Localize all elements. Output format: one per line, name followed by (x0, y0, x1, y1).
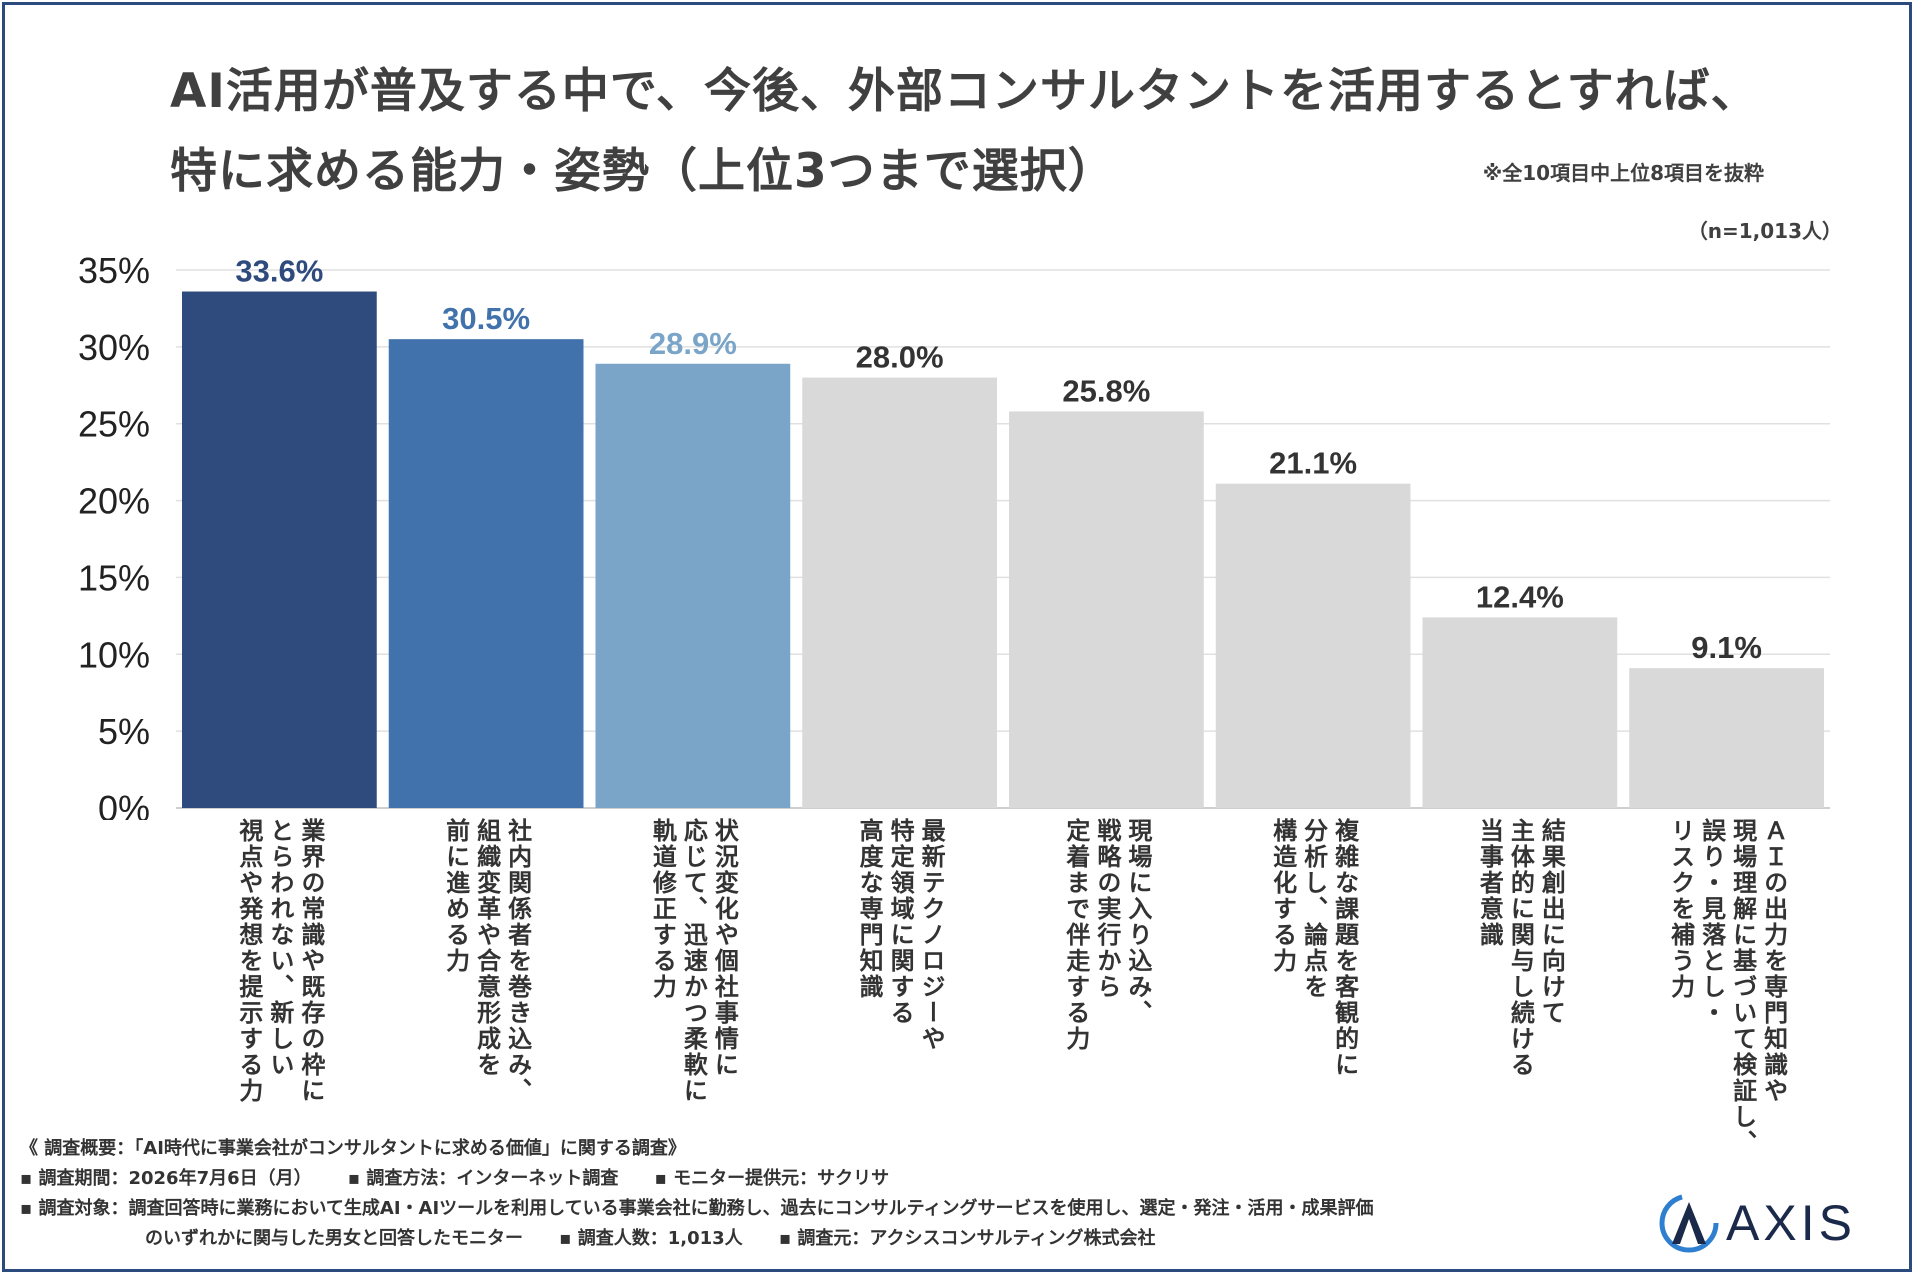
logo-text: AXIS (1726, 1195, 1856, 1251)
footer-period: ▪ 調査期間：2026年7月6日（月） (20, 1168, 312, 1189)
category-label: 結果創出に向けて 主体的に関与し続ける 当事者意識 (1475, 818, 1566, 1078)
bar (1629, 668, 1824, 808)
bar-value-label: 21.1% (1269, 446, 1357, 481)
category-label: ＡＩの出力を専門知識や 現場理解に基づいて検証し、 誤り・見落とし・ リスクを補… (1666, 818, 1788, 1156)
bar-value-label: 28.9% (649, 326, 737, 361)
footer-method: ▪ 調査方法：インターネット調査 (347, 1168, 619, 1189)
bar-chart: 0% 5% 10% 15% 20% 25% 30% 35% 33.6% 30.5% 28.9% 28.… (78, 250, 1830, 820)
footer-source: ▪ 調査元：アクシスコンサルティング株式会社 (778, 1228, 1156, 1249)
survey-footer: 《 調査概要：「AI時代に事業会社がコンサルタントに求める価値」に関する調査》 … (20, 1134, 1374, 1254)
bar (388, 339, 584, 808)
title-line-1: AI活用が普及する中で、今後、外部コンサルタントを活用するとすれば、 (170, 64, 1759, 119)
sample-size-note: （n=1,013人） (1687, 219, 1842, 243)
bar (1215, 483, 1411, 808)
subset-note: ※全10項目中上位8項目を抜粋 (1482, 161, 1764, 185)
bar-value-label: 25.8% (1062, 373, 1150, 408)
bar-value-label: 9.1% (1691, 630, 1762, 665)
bar (1422, 617, 1618, 808)
y-tick-label: 5% (98, 711, 150, 752)
category-label: 最新テクノロジーや 特定領域に関する 高度な専門知識 (855, 818, 946, 1052)
footer-target-cont: のいずれかに関与した男女と回答したモニター (145, 1228, 523, 1249)
category-label: 業界の常識や既存の枠に とらわれない、新しい 視点や発想を提示する力 (234, 818, 325, 1104)
bar-value-label: 28.0% (856, 340, 944, 375)
category-label: 社内関係者を巻き込み、 組織変革や合意形成を 前に進める力 (441, 818, 532, 1104)
chart-title: AI活用が普及する中で、今後、外部コンサルタントを活用するとすれば、 特に求める… (170, 52, 1759, 212)
y-tick-label: 15% (78, 557, 150, 598)
bar-value-label: 33.6% (235, 254, 323, 289)
footer-overview: 《 調査概要：「AI時代に事業会社がコンサルタントに求める価値」に関する調査》 (20, 1138, 686, 1159)
footer-target: ▪ 調査対象：調査回答時に業務において生成AI・AIツールを利用している事業会社… (20, 1198, 1374, 1219)
y-tick-label: 20% (78, 481, 150, 522)
bar-value-label: 30.5% (442, 301, 530, 336)
footer-provider: ▪ モニター提供元：サクリサ (654, 1168, 890, 1189)
y-tick-label: 25% (78, 404, 150, 445)
y-tick-label: 30% (78, 327, 150, 368)
axis-logo: AXIS (1658, 1192, 1856, 1254)
category-label: 複雑な課題を客観的に 分析し、論点を 構造化する力 (1268, 818, 1359, 1078)
footer-count: ▪ 調査人数：1,013人 (559, 1228, 743, 1249)
y-tick-label: 35% (78, 250, 150, 291)
bar (595, 363, 791, 808)
axis-logo-icon (1659, 1193, 1719, 1253)
title-line-2: 特に求める能力・姿勢（上位3つまで選択） (170, 144, 1116, 199)
bar-value-label: 12.4% (1476, 579, 1564, 614)
bar (802, 377, 997, 808)
category-label: 状況変化や個社事情に 応じて、迅速かつ柔軟に 軌道修正する力 (648, 818, 739, 1104)
bar (1009, 411, 1204, 808)
bar (182, 291, 377, 808)
y-tick-label: 10% (78, 634, 150, 675)
y-tick-label: 0% (98, 788, 150, 820)
category-label: 現場に入り込み、 戦略の実行から 定着まで伴走する力 (1061, 818, 1152, 1052)
